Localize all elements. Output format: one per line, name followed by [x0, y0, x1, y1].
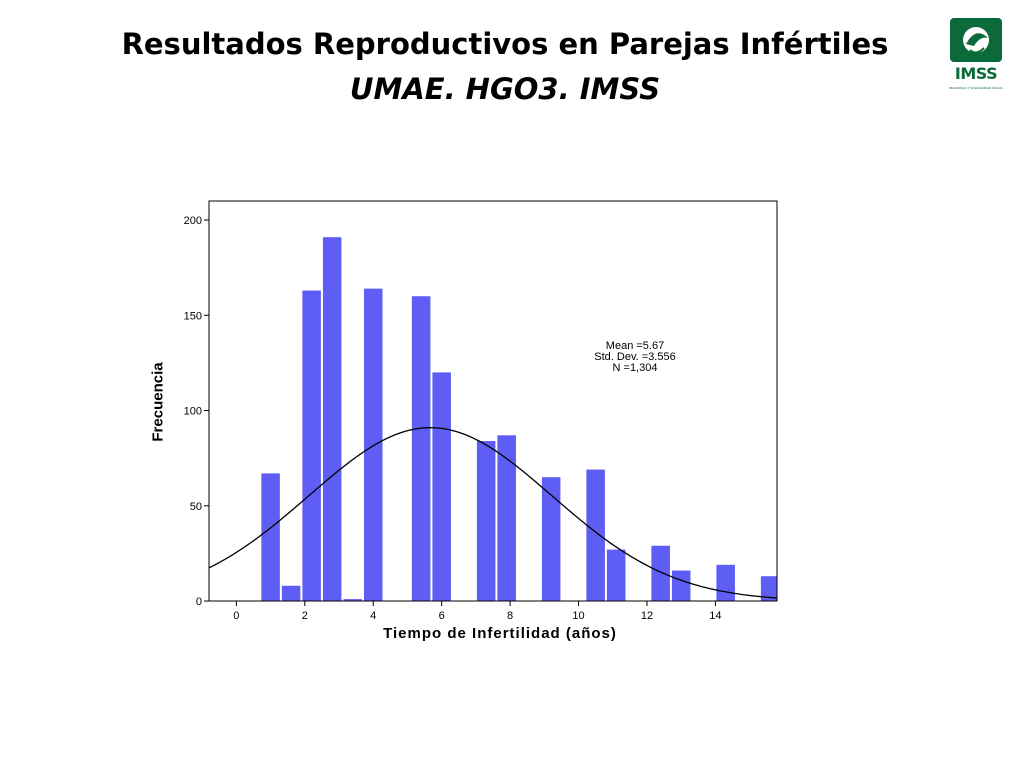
- logo-tagline: SEGURIDAD Y SOLIDARIDAD SOCIAL: [948, 86, 1004, 90]
- slide-title: Resultados Reproductivos en Parejas Infé…: [121, 27, 889, 61]
- histogram-bar: [760, 576, 777, 601]
- slide-subtitle: UMAE. HGO3. IMSS: [349, 72, 661, 106]
- histogram-bar: [302, 290, 321, 601]
- y-tick-label: 150: [184, 310, 202, 322]
- stat-mean: Mean =5.67: [605, 340, 665, 352]
- histogram-bar: [432, 372, 451, 601]
- y-tick-label: 0: [196, 596, 202, 608]
- x-tick-label: 0: [233, 610, 239, 622]
- x-axis-label: Tiempo de Infertilidad (años): [383, 625, 617, 642]
- stat-std: Std. Dev. =3.556: [594, 351, 676, 363]
- y-tick-label: 200: [184, 215, 202, 227]
- histogram-bar: [606, 549, 626, 601]
- histogram-bar: [586, 469, 605, 601]
- histogram-bar: [671, 570, 691, 601]
- y-axis-label: Frecuencia: [149, 362, 167, 442]
- logo-text: IMSS: [954, 64, 998, 83]
- histogram-bar: [322, 237, 342, 601]
- plot-frame: [208, 200, 778, 602]
- normal-curve: [208, 427, 778, 599]
- x-tick-label: 12: [641, 610, 653, 622]
- histogram-bar: [411, 296, 431, 601]
- stat-n: N =1,304: [612, 362, 658, 374]
- x-tick-label: 4: [370, 610, 376, 622]
- histogram-bar: [651, 545, 670, 601]
- x-tick-label: 8: [507, 610, 513, 622]
- stats-box: Mean =5.67 Std. Dev. =3.556 N =1,304: [560, 341, 710, 374]
- histogram-bar: [716, 564, 735, 601]
- imss-logo-icon: [950, 18, 1002, 62]
- histogram-bar: [476, 441, 496, 601]
- x-tick-label: 6: [439, 610, 445, 622]
- histogram-bar: [281, 585, 301, 601]
- histogram-bar: [541, 477, 561, 601]
- x-tick-label: 2: [302, 610, 308, 622]
- x-tick-label: 14: [709, 610, 721, 622]
- histogram-bar: [343, 599, 362, 601]
- histogram-bar: [261, 473, 280, 601]
- y-tick-label: 100: [184, 406, 202, 418]
- y-tick-label: 50: [190, 501, 202, 513]
- x-tick-label: 10: [572, 610, 584, 622]
- histogram-bar: [363, 288, 383, 601]
- histogram-bar: [497, 435, 516, 601]
